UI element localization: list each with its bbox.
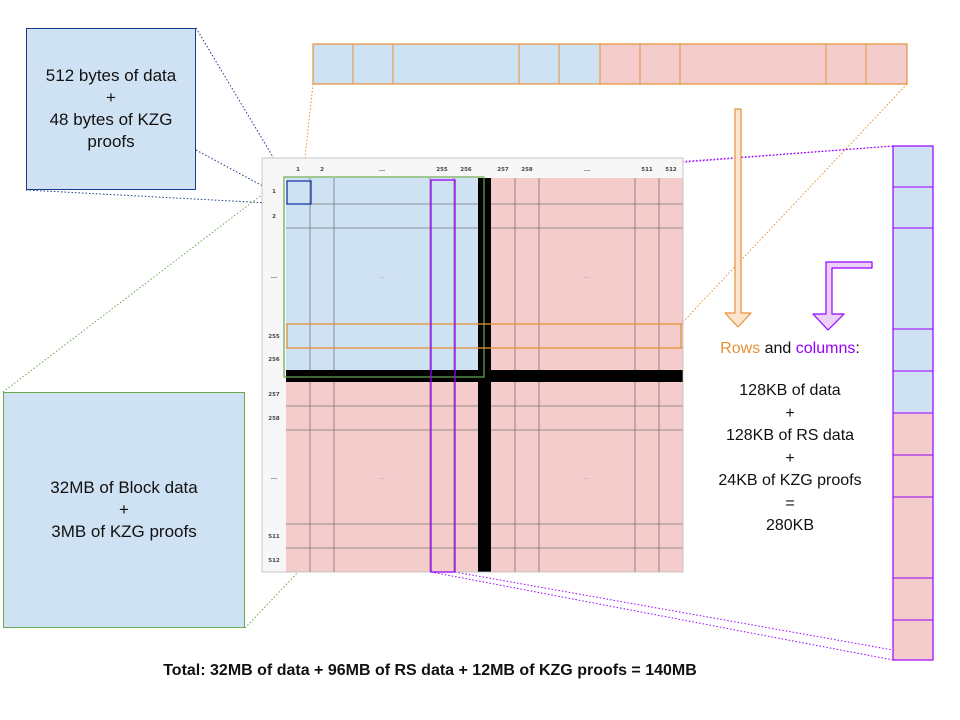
ellipsis-top-right: ... [584,273,590,280]
rows-columns-line: = [785,494,795,512]
row-header: 256 [268,357,280,363]
col-header: ... [584,167,590,173]
rows-word: Rows [720,340,761,357]
rows-columns-line: + [785,404,795,422]
row-header: 511 [268,534,280,540]
row-header: ... [271,475,277,481]
row-header-labels: 1 2 ... 255 256 257 258 ... 511 512 [268,189,280,564]
block-text-line: + [119,500,129,519]
col-header: 255 [436,167,448,173]
col-header: 511 [641,167,653,173]
col-header: 2 [320,167,324,173]
rows-columns-line: 24KB of KZG proofs [718,472,862,489]
col-header: 258 [521,167,533,173]
col-header: 257 [497,167,509,173]
row-strip [312,43,908,85]
cell-text-line: 48 bytes of KZG [49,110,173,129]
orange-down-arrow-icon [724,108,752,328]
highlight-row [286,323,682,349]
colon: : [855,340,860,357]
quadrant-rs-bottom-left [286,370,478,572]
row-header: 258 [268,416,280,422]
col-header: 1 [296,167,300,173]
rows-columns-line: 128KB of RS data [725,427,855,444]
row-header: 255 [268,334,280,340]
cell-text-line: 512 bytes of data [45,66,177,85]
connector-col-bottom2 [454,571,894,651]
total-summary: Total: 32MB of data + 96MB of RS data + … [163,662,697,679]
quadrant-ellipses: ... ... ... ... [379,273,590,481]
rows-columns-line: + [785,449,795,467]
ellipsis-bottom-right: ... [584,474,590,481]
quadrant-original-data [286,178,478,370]
highlight-cell [286,180,312,205]
columns-word: columns [795,340,856,357]
column-header-labels: 1 2 ... 255 256 257 258 ... 511 512 [296,167,677,173]
ellipsis-top-left: ... [379,273,385,280]
cell-explanation-box: 512 bytes of data + 48 bytes of KZG proo… [26,28,196,190]
highlight-block-original [283,176,485,378]
matrix-header-row-bg [262,158,683,178]
row-header: 2 [272,214,276,220]
highlight-column [430,179,456,573]
block-text-line: 3MB of KZG proofs [51,522,197,541]
rows-columns-explanation: Rows and columns: 128KB of data + 128KB … [698,340,882,538]
and-word: and [760,340,796,357]
data-matrix: 1 2 ... 255 256 257 258 ... 511 512 1 2 … [261,157,684,573]
row-header: ... [271,274,277,280]
cell-text-line: proofs [87,132,135,151]
connector-cell-bottom [25,189,289,205]
quadrant-rs-bottom-right [478,370,683,572]
rows-columns-line: 280KB [765,517,815,534]
column-strip [892,145,934,661]
rows-columns-heading: Rows and columns: [698,340,882,358]
connector-row-right [680,83,908,325]
row-header: 257 [268,392,280,398]
row-header: 1 [272,189,276,195]
block-text-line: 32MB of Block data [50,478,198,497]
matrix-header-col-bg [262,158,286,572]
cell-text-line: + [106,88,116,107]
connector-block-top [2,177,285,393]
col-header: 256 [460,167,472,173]
ellipsis-bottom-left: ... [379,474,385,481]
connector-col-bottom [430,571,894,661]
rows-columns-line: 128KB of data [739,382,841,399]
col-header: ... [379,167,385,173]
quadrant-rs-right [478,178,683,370]
row-header: 512 [268,558,280,564]
col-header: 512 [665,167,677,173]
block-explanation-box: 32MB of Block data + 3MB of KZG proofs [3,392,245,628]
purple-bent-arrow-icon [812,261,873,331]
